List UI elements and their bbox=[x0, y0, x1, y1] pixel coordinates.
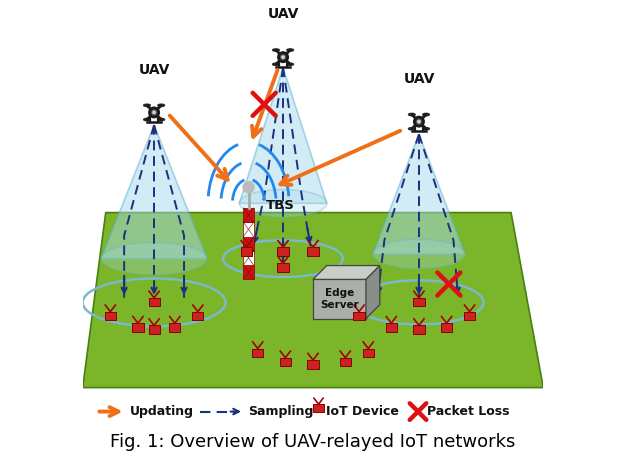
Polygon shape bbox=[83, 213, 543, 388]
Bar bbox=[148, 298, 160, 306]
Ellipse shape bbox=[423, 128, 429, 130]
Bar bbox=[148, 325, 160, 334]
Bar bbox=[362, 348, 374, 357]
Ellipse shape bbox=[409, 128, 415, 130]
Ellipse shape bbox=[423, 113, 429, 116]
Circle shape bbox=[243, 182, 254, 193]
Bar bbox=[169, 323, 180, 332]
Text: Updating: Updating bbox=[130, 405, 194, 418]
Text: Sampling: Sampling bbox=[249, 405, 314, 418]
Circle shape bbox=[153, 111, 155, 114]
Bar bbox=[244, 237, 254, 251]
Bar bbox=[386, 323, 397, 332]
Bar bbox=[244, 251, 254, 265]
Circle shape bbox=[282, 56, 284, 59]
Bar bbox=[192, 312, 203, 320]
Text: Packet Loss: Packet Loss bbox=[427, 405, 510, 418]
Bar bbox=[244, 265, 254, 280]
Bar bbox=[277, 263, 289, 272]
Bar bbox=[313, 280, 366, 318]
Text: UAV: UAV bbox=[138, 63, 170, 77]
Circle shape bbox=[278, 52, 289, 62]
Ellipse shape bbox=[158, 118, 165, 121]
Circle shape bbox=[151, 110, 156, 115]
Polygon shape bbox=[366, 266, 380, 318]
Circle shape bbox=[280, 55, 285, 60]
Text: UAV: UAV bbox=[267, 7, 299, 21]
Polygon shape bbox=[373, 134, 465, 254]
Bar bbox=[244, 208, 254, 222]
Ellipse shape bbox=[101, 243, 207, 275]
Bar bbox=[280, 358, 291, 366]
Bar bbox=[314, 404, 324, 412]
Bar bbox=[244, 222, 254, 237]
Polygon shape bbox=[313, 266, 380, 280]
Text: TBS: TBS bbox=[266, 199, 295, 212]
Circle shape bbox=[418, 120, 420, 123]
Text: Fig. 1: Overview of UAV-relayed IoT networks: Fig. 1: Overview of UAV-relayed IoT netw… bbox=[110, 433, 516, 451]
Ellipse shape bbox=[272, 49, 279, 51]
Text: Edge
Server: Edge Server bbox=[320, 288, 359, 310]
Bar bbox=[240, 247, 252, 256]
Circle shape bbox=[414, 116, 424, 127]
Ellipse shape bbox=[158, 104, 165, 107]
Bar bbox=[354, 312, 364, 320]
Bar bbox=[307, 247, 319, 256]
Bar bbox=[277, 247, 289, 256]
Ellipse shape bbox=[272, 63, 279, 66]
Polygon shape bbox=[101, 125, 207, 259]
Text: IoT Device: IoT Device bbox=[326, 405, 399, 418]
Bar bbox=[252, 348, 264, 357]
Bar bbox=[105, 312, 116, 320]
Bar bbox=[413, 298, 424, 306]
Polygon shape bbox=[239, 67, 327, 203]
Bar bbox=[340, 358, 351, 366]
Bar bbox=[307, 360, 319, 369]
Ellipse shape bbox=[239, 189, 327, 217]
Bar bbox=[132, 323, 143, 332]
Ellipse shape bbox=[143, 104, 150, 107]
Text: UAV: UAV bbox=[403, 72, 434, 86]
Bar bbox=[464, 312, 475, 320]
Ellipse shape bbox=[373, 239, 465, 269]
Circle shape bbox=[416, 119, 421, 124]
Ellipse shape bbox=[143, 118, 150, 121]
Ellipse shape bbox=[409, 113, 415, 116]
Ellipse shape bbox=[287, 63, 294, 66]
Bar bbox=[413, 325, 424, 334]
Circle shape bbox=[149, 107, 160, 118]
Ellipse shape bbox=[287, 49, 294, 51]
Bar bbox=[441, 323, 452, 332]
